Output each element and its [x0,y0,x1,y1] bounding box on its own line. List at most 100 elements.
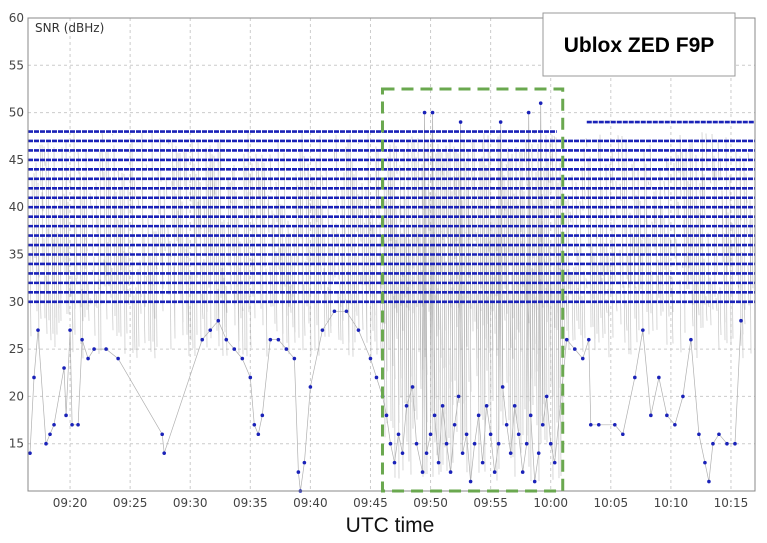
snr-point [268,337,273,342]
y-axis-label: SNR (dBHz) [35,21,104,35]
y-tick-label: 55 [9,58,24,72]
snr-point [484,404,489,408]
snr-markers [28,101,755,493]
x-tick-label: 09:20 [53,496,88,510]
x-tick-label: 09:25 [113,496,148,510]
snr-point [476,413,481,418]
y-tick-label: 40 [9,200,24,214]
snr-point [480,460,485,465]
plot-frame [27,17,756,492]
highlight-box [380,87,565,493]
snr-point [260,413,265,418]
snr-point [707,479,711,484]
snr-point [422,110,427,115]
snr-point [80,337,84,342]
snr-point [392,460,397,465]
snr-point [404,404,409,408]
x-tick-label: 10:00 [533,496,568,510]
x-tick-label: 09:45 [353,496,388,510]
snr-point [464,432,469,437]
snr-point [62,366,66,370]
snr-point [296,470,301,474]
snr-point [320,328,325,332]
snr-point [657,375,661,380]
snr-point [520,470,525,474]
title-box: Ublox ZED F9P [542,12,736,77]
snr-point [424,451,429,455]
snr-point [76,422,80,427]
snr-point [68,328,72,332]
snr-point [633,375,637,380]
snr-point [86,356,90,361]
snr-point [388,441,393,446]
snr-point [528,413,533,418]
snr-point [649,413,653,418]
snr-point [540,422,545,427]
snr-point [420,470,425,474]
snr-point [673,422,677,427]
snr-point [332,309,337,314]
snr-point [586,337,591,342]
snr-point [717,432,721,437]
snr-point [104,347,108,351]
snr-point [552,460,557,465]
x-tick-label: 09:40 [293,496,328,510]
snr-point [368,356,373,361]
snr-point [248,375,253,380]
y-tick-label: 15 [9,437,24,451]
snr-point [516,432,521,437]
snr-point [512,404,517,408]
snr-point [588,422,593,427]
snr-point [116,356,120,361]
snr-point [410,385,415,389]
snr-point [665,413,669,418]
snr-point [472,441,477,446]
snr-point [428,432,433,437]
snr-point [32,375,36,380]
snr-point [526,110,531,115]
snr-point [548,441,553,446]
snr-point [308,385,313,389]
snr-point [725,441,729,446]
snr-point [92,347,96,351]
chart-title: Ublox ZED F9P [564,34,715,57]
snr-point [200,337,205,342]
snr-point [452,422,457,427]
y-tick-label: 60 [9,11,24,25]
snr-point [208,328,213,332]
snr-point [414,441,419,446]
snr-point [448,470,453,474]
snr-point [432,413,437,418]
snr-point [224,337,229,342]
y-tick-labels: 15 20 25 30 35 40 45 50 55 60 [9,11,24,451]
snr-point [292,356,297,361]
snr-point [508,451,513,455]
snr-point [689,337,693,342]
y-tick-label: 25 [9,342,24,356]
snr-point [621,432,625,437]
snr-point [430,110,435,115]
x-tick-label: 09:35 [233,496,268,510]
snr-point [739,318,743,323]
snr-point [44,441,48,446]
x-tick-labels: 09:20 09:25 09:30 09:35 09:40 09:45 09:50 09:55… [53,496,749,510]
snr-point [488,432,493,437]
snr-point [216,318,221,323]
snr-point [580,356,585,361]
snr-point [496,441,501,446]
snr-point [564,337,569,342]
snr-point-trace [29,103,742,492]
y-tick-label: 20 [9,389,24,403]
snr-point [703,460,707,465]
snr-point [492,470,497,474]
snr-traces [29,103,754,492]
x-axis-label: UTC time [346,514,435,537]
snr-point [256,432,261,437]
snr-point [456,394,461,399]
snr-point [532,479,537,484]
snr-point [613,422,617,427]
snr-point [64,413,68,418]
snr-point [160,432,164,437]
snr-point [28,451,32,455]
snr-point [302,460,307,465]
